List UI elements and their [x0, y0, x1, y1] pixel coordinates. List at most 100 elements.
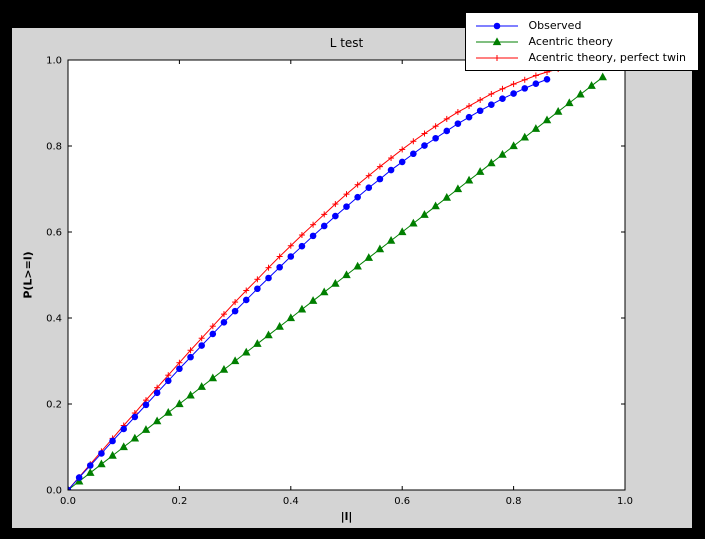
data-point-triangle: [186, 390, 195, 399]
series-observed: [68, 76, 551, 490]
data-point-triangle: [576, 89, 585, 98]
data-point-triangle: [587, 81, 596, 89]
data-point-circle: [543, 76, 551, 83]
data-point-triangle: [420, 210, 429, 218]
data-point-circle: [499, 95, 506, 102]
data-point-circle: [521, 85, 529, 92]
data-point-circle: [153, 389, 161, 397]
data-point-circle: [443, 127, 451, 135]
data-point-circle: [398, 158, 406, 166]
data-point-triangle: [241, 347, 251, 356]
data-point-circle: [365, 184, 373, 192]
data-point-circle: [343, 203, 350, 210]
data-point-triangle: [86, 468, 95, 476]
legend-sample-observed-icon: [475, 22, 518, 29]
data-point-triangle: [520, 132, 529, 141]
y-tick-label: 1.0: [46, 56, 62, 67]
data-point-circle: [276, 263, 283, 271]
y-tick-label: 0.6: [46, 228, 62, 239]
y-tick-label: 0.8: [46, 142, 62, 153]
data-point-triangle: [297, 304, 307, 313]
data-point-circle: [493, 22, 500, 29]
data-point-triangle: [108, 450, 117, 459]
data-point-triangle: [175, 399, 184, 408]
data-point-circle: [164, 377, 172, 385]
data-point-circle: [465, 113, 473, 121]
data-point-circle: [309, 232, 317, 240]
data-point-triangle: [308, 296, 318, 304]
x-tick-label: 0.0: [60, 496, 76, 507]
data-point-triangle: [464, 175, 474, 184]
data-point-circle: [298, 242, 306, 250]
data-point-triangle: [286, 313, 296, 322]
y-tick-label: 0.0: [46, 486, 62, 497]
plot-area: 0.0 0.2 0.4 0.6 0.8 1.0 0.0 0.2 0.4 0.6 0.8 1.0: [46, 56, 633, 508]
data-point-circle: [387, 166, 395, 174]
data-point-triangle: [74, 476, 84, 485]
data-point-circle: [75, 474, 83, 481]
x-tick-label: 0.4: [283, 496, 299, 507]
data-point-triangle: [487, 158, 496, 167]
data-point-circle: [265, 274, 272, 282]
x-axis-label: |l|: [340, 510, 353, 523]
data-point-triangle: [253, 339, 262, 347]
y-axis-label: P(L>=l): [21, 251, 35, 299]
data-point-triangle: [598, 72, 607, 81]
data-point-triangle: [453, 184, 463, 193]
axes-frame: [67, 59, 626, 491]
data-point-circle: [209, 330, 217, 338]
data-point-triangle: [208, 373, 218, 382]
data-point-circle: [332, 212, 339, 220]
data-point-triangle: [409, 218, 418, 227]
data-point-circle: [131, 413, 139, 421]
series-acentric-theory-perfect-twin: [68, 66, 562, 490]
data-point-circle: [454, 120, 462, 127]
data-point-triangle: [397, 227, 407, 236]
legend-label-perfect-twin: Acentric theory, perfect twin: [528, 51, 686, 64]
data-point-triangle: [275, 321, 284, 330]
data-point-circle: [198, 342, 205, 349]
data-point-triangle: [386, 235, 396, 244]
data-point-triangle: [475, 167, 485, 175]
data-point-triangle: [531, 124, 541, 132]
data-point-circle: [254, 285, 261, 293]
data-point-triangle: [364, 253, 374, 261]
data-point-triangle: [164, 407, 173, 416]
data-point-circle: [488, 101, 495, 109]
data-point-circle: [176, 365, 183, 373]
data-point-circle: [354, 193, 361, 201]
data-point-circle: [510, 90, 517, 97]
legend-item-acentric-theory: Acentric theory: [474, 35, 686, 48]
data-point-triangle: [442, 192, 452, 201]
legend-label-acentric-theory: Acentric theory: [528, 35, 613, 48]
data-point-triangle: [230, 356, 240, 365]
data-point-triangle: [219, 364, 229, 373]
data-point-circle: [120, 425, 127, 433]
data-point-circle: [410, 150, 417, 158]
data-point-triangle: [264, 330, 273, 339]
data-point-circle: [220, 319, 228, 326]
data-point-circle: [109, 437, 116, 445]
data-point-triangle: [553, 106, 563, 115]
data-point-circle: [98, 450, 105, 457]
data-point-circle: [242, 296, 250, 304]
data-point-circle: [231, 307, 239, 315]
legend-item-observed: Observed: [474, 19, 686, 32]
data-point-triangle: [431, 201, 440, 210]
y-tick-label: 0.4: [46, 314, 62, 325]
legend: Observed Acentric theory Acentric theory…: [464, 12, 699, 71]
data-point-circle: [376, 175, 384, 183]
data-point-circle: [320, 222, 328, 230]
y-tick-label: 0.2: [46, 400, 62, 411]
data-point-circle: [476, 107, 484, 115]
data-point-circle: [142, 401, 150, 409]
data-point-triangle: [319, 287, 329, 296]
data-point-circle: [432, 134, 439, 142]
data-point-triangle: [97, 459, 106, 468]
legend-sample-acentric-theory-icon: [475, 36, 518, 45]
data-point-triangle: [130, 433, 140, 442]
data-point-triangle: [197, 382, 206, 390]
data-point-triangle: [141, 425, 151, 433]
data-point-circle: [187, 353, 194, 361]
data-point-triangle: [498, 149, 507, 158]
